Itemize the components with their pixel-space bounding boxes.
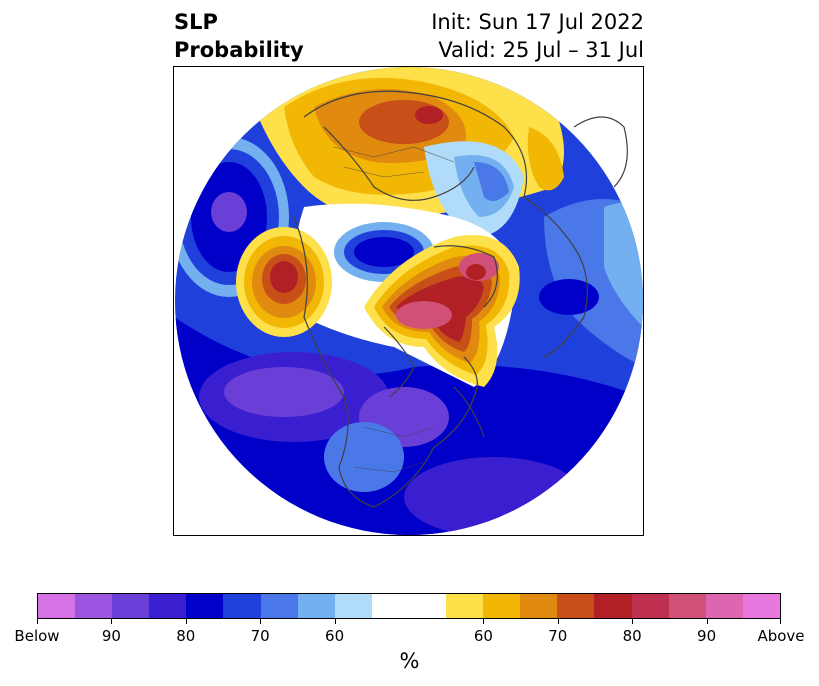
colorbar-tick-label: Below [14,627,60,645]
colorbar-segment [668,594,706,618]
colorbar-tickmark [260,619,262,624]
title-product: Probability [174,38,304,62]
colorbar-segment [38,594,76,618]
colorbar-tick-label: 80 [176,627,196,645]
field-magenta-center [396,301,452,329]
colorbar-tick-label: 90 [101,627,121,645]
colorbar-tickmark [706,619,708,624]
colorbar-segment [557,594,595,618]
colorbar-segment [631,594,669,618]
field-blue-namerica [324,422,404,492]
field-red-northeast [466,264,486,280]
borders [333,146,455,473]
colorbar-tickmark [37,619,38,624]
colorbar-segment [297,594,335,618]
colorbar-segment [186,594,224,618]
map-panel [173,66,644,536]
coast-europe [323,126,475,201]
colorbar-segment [149,594,187,618]
colorbar-tickmark [557,619,559,624]
field-purple-pacific [224,367,344,417]
coast-eurasia [303,90,528,198]
border-states [353,461,425,473]
colorbar-tick-label: 90 [697,627,717,645]
coast-east-namerica [373,356,478,508]
colorbar-tick-label: 60 [473,627,493,645]
border-us-canada [363,426,435,438]
colorbar-segment [334,594,372,618]
coast-africa-north [573,116,628,188]
colorbar-tick-label: 60 [325,627,345,645]
coast-atlantic [453,386,485,438]
colorbar-tick-labels: Below 90 80 70 60 60 70 80 90 Above [14,627,804,647]
colorbar-segment [520,594,558,618]
colorbar-tickmark [111,619,113,624]
colorbar-segment [75,594,113,618]
probability-field [175,67,643,535]
colorbar-tickmark [780,619,781,624]
field-deep-blue-center [354,237,414,267]
coastlines [293,90,628,508]
colorbar-segment [371,594,447,618]
colorbar-segment [260,594,298,618]
colorbar-segment [446,594,484,618]
chart-title-left: SLP Probability [174,8,304,64]
colorbar-tickmark [185,619,187,624]
colorbar-tick-label: 80 [622,627,642,645]
coast-greenland-east [523,196,588,358]
colorbar-tickmark [632,619,634,624]
colorbar-tick-label: Above [757,627,805,645]
colorbar-tick-label: 70 [250,627,270,645]
field-indigo-atlantic [404,457,584,535]
colorbar-segment [483,594,521,618]
colorbar-segment [705,594,743,618]
field-red-west [270,261,298,293]
colorbar-segment [594,594,632,618]
field-red-north [415,106,443,124]
colorbar-unit-label: % [399,649,420,673]
polar-map [175,67,643,535]
title-valid-range: Valid: 25 Jul – 31 Jul [438,38,644,62]
colorbar-tick-label: 70 [548,627,568,645]
coast-west-namerica [293,216,375,508]
colorbar-tickmark [483,619,485,624]
field-gold-northeast [527,127,564,191]
border-1 [333,146,455,163]
coast-svalbard [433,245,498,308]
field-deep-blue-east [539,279,599,315]
coast-hudson-bay [383,326,415,398]
colorbar [37,593,781,619]
title-init-date: Init: Sun 17 Jul 2022 [431,10,644,34]
colorbar-segment [742,594,780,618]
title-variable: SLP [174,10,218,34]
chart-title-right: Init: Sun 17 Jul 2022 Valid: 25 Jul – 31… [431,8,644,64]
colorbar-tickmark [334,619,336,624]
field-purple-west [211,192,247,232]
colorbar-segment [112,594,150,618]
border-2 [343,166,425,178]
field-blue-arctic [474,162,509,201]
colorbar-segment [223,594,261,618]
